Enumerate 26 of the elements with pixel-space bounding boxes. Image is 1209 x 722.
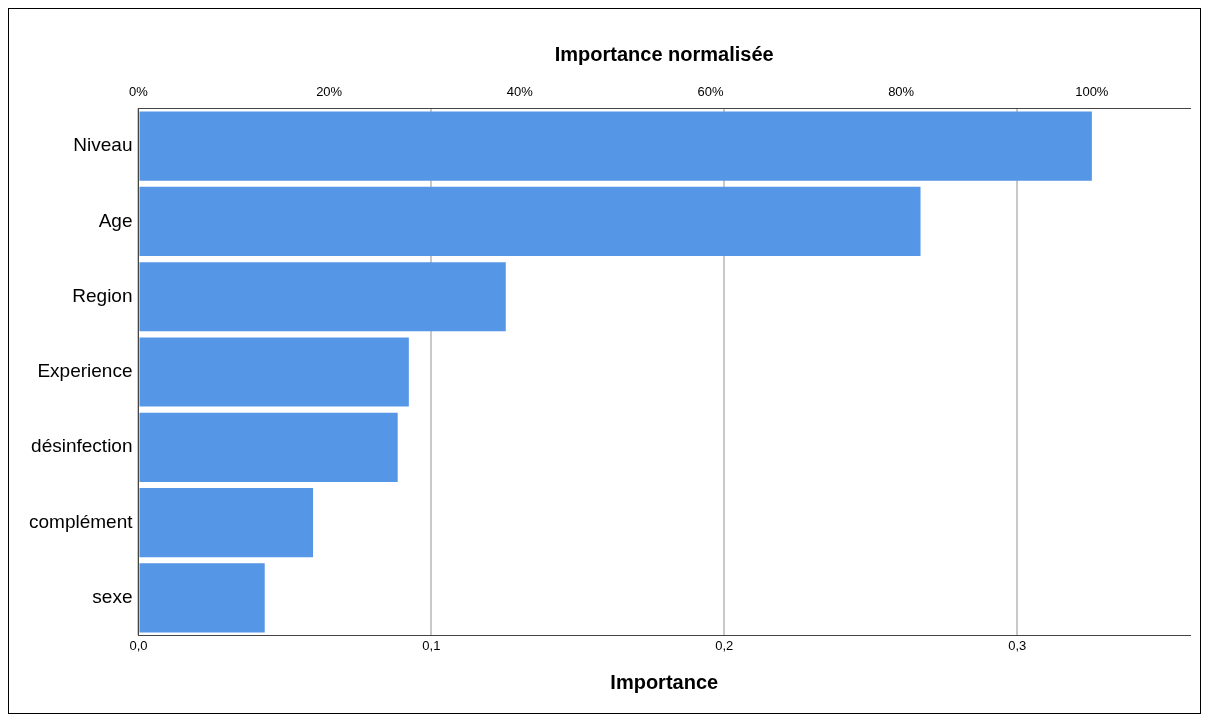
y-tick-label: Region: [72, 284, 133, 306]
x2-tick-label: 40%: [506, 84, 534, 100]
y-tick-label: Experience: [37, 360, 133, 382]
x-tick-label: 0,2: [715, 637, 734, 653]
bar: [139, 186, 921, 257]
x-tick-label: 0,3: [1008, 637, 1027, 653]
y-tick-label: Niveau: [73, 134, 133, 156]
x2-tick-label: 100%: [1075, 84, 1109, 100]
x2-tick-label: 0%: [129, 84, 149, 100]
x2-tick-label: 60%: [697, 84, 724, 100]
x-tick-label: 0,1: [422, 637, 441, 653]
x2-tick-label: 20%: [316, 84, 343, 100]
y-tick-label: Age: [98, 209, 133, 231]
bar: [139, 487, 314, 558]
bar: [139, 111, 1092, 181]
bar: [139, 262, 506, 332]
x2-axis-title: Importance normalisée: [554, 42, 774, 65]
x2-tick-label: 80%: [888, 84, 915, 100]
y-tick-label: sexe: [92, 586, 133, 608]
x-axis-title: Importance: [610, 670, 719, 693]
bar: [139, 563, 265, 633]
y-tick-label: complément: [28, 510, 134, 532]
y-tick-label: désinfection: [31, 435, 133, 457]
x-tick-label: 0,0: [129, 637, 148, 653]
bar: [139, 337, 409, 407]
bar: [139, 412, 398, 482]
